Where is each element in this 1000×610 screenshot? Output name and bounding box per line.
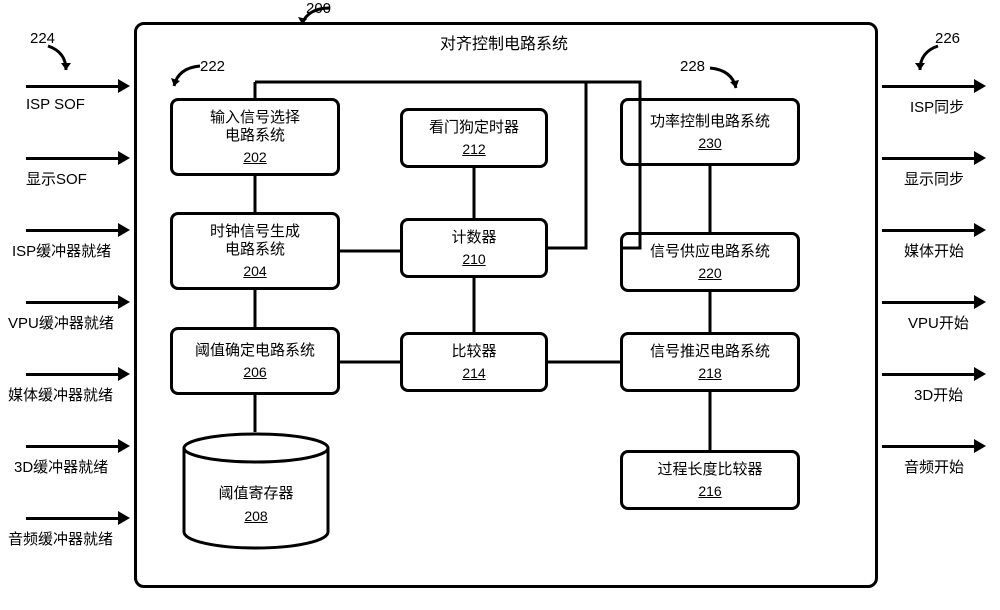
connectors (0, 0, 1000, 610)
